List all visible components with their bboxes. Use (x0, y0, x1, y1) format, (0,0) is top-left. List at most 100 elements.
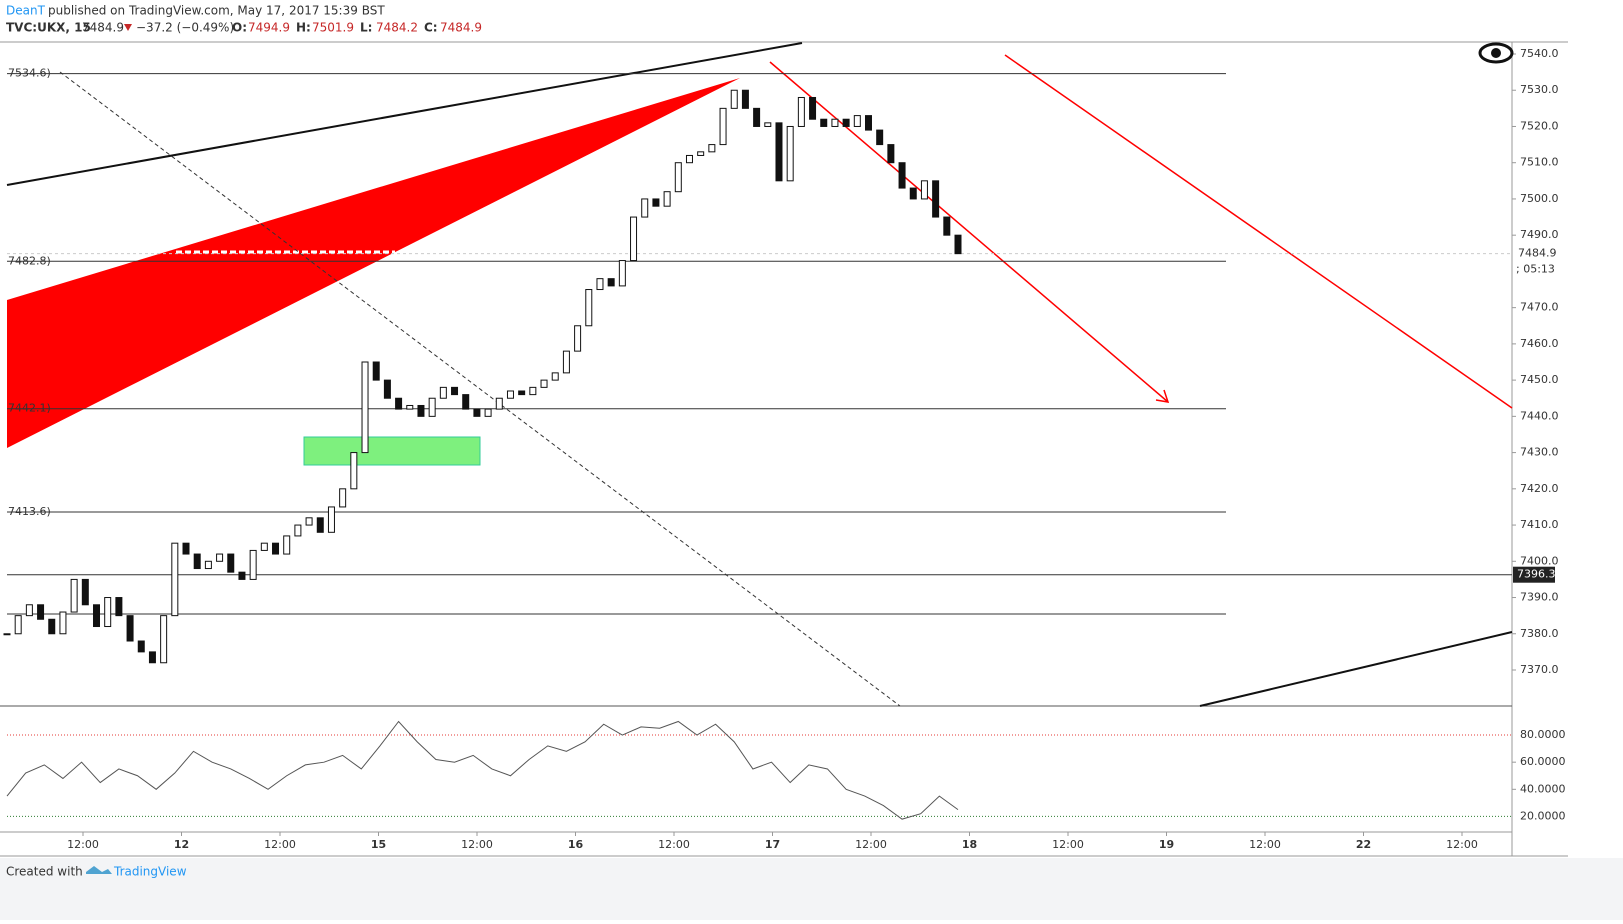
candle (943, 216, 951, 236)
candle (574, 325, 582, 352)
candle (741, 89, 749, 109)
candle (685, 154, 693, 164)
candle (887, 144, 895, 164)
candle (350, 452, 358, 490)
candle (316, 517, 324, 533)
candle (529, 386, 537, 396)
trend-dashed (59, 71, 901, 707)
y-tick-label: 7390.0 (1520, 591, 1559, 604)
candle (618, 260, 626, 287)
candle (249, 549, 257, 580)
x-tick-label: 18 (962, 838, 977, 851)
candle (327, 506, 335, 533)
ohlc-value: 7484.2 (376, 21, 418, 35)
rsi-line (6, 720, 959, 820)
candle (551, 372, 559, 381)
candle (809, 96, 817, 120)
candle (260, 542, 268, 551)
ohlc-key: C: (424, 21, 438, 35)
ohlc-key: O: (232, 21, 247, 35)
y-tick-label: 7380.0 (1520, 627, 1559, 640)
candle (506, 390, 514, 399)
candle (428, 397, 436, 417)
candle (305, 517, 313, 526)
candle (495, 397, 503, 410)
x-tick-label: 19 (1159, 838, 1174, 851)
level-label: 7396.3 (1517, 568, 1556, 581)
y-tick-label: 7490.0 (1520, 228, 1559, 241)
candle (876, 129, 884, 146)
candle (395, 397, 403, 410)
candle (596, 278, 604, 291)
y-tick-label: 7460.0 (1520, 337, 1559, 350)
ohlc-key: H: (296, 21, 311, 35)
candle (630, 216, 638, 262)
candle (518, 390, 526, 396)
green-zone (303, 436, 481, 466)
footer-brand: TradingView (113, 865, 187, 879)
candle (909, 187, 917, 200)
candle (204, 560, 212, 570)
candle (864, 115, 872, 131)
y-tick-label: 7470.0 (1520, 301, 1559, 314)
price: 7484.9 (82, 21, 124, 35)
logo (86, 866, 112, 874)
y-tick-label: 7430.0 (1520, 446, 1559, 459)
level-label: 7413.6) (8, 505, 51, 518)
candle (81, 578, 89, 606)
candle (786, 125, 794, 182)
candle (719, 107, 727, 146)
rsi-tick-label: 20.0000 (1520, 809, 1566, 822)
ohlc: O: 7494.9 H: 7501.9 L: 7484.2 C: 7484.9 (232, 21, 482, 35)
y-tick-label: 7500.0 (1520, 192, 1559, 205)
red-arrow (769, 61, 1169, 403)
candle (451, 386, 459, 396)
red-channel (1004, 54, 1513, 409)
x-tick-label: 12:00 (264, 838, 296, 851)
candle (697, 151, 705, 156)
candle (764, 122, 772, 127)
candle (540, 379, 548, 388)
level-label: 7534.6) (8, 67, 51, 80)
candle (238, 571, 246, 580)
candle (294, 524, 302, 537)
trend-black (6, 42, 803, 186)
candle (59, 611, 67, 635)
plot: 7540.0 7530.0 7520.0 7510.0 7500.0 7490.0 7470… (0, 41, 1568, 857)
x-tick-label: 12:00 (658, 838, 690, 851)
arrow-head (1155, 389, 1170, 403)
candle (820, 118, 828, 127)
candle (920, 180, 928, 200)
candle (160, 615, 168, 664)
candle (775, 122, 783, 182)
candle (3, 633, 11, 636)
ohlc-value: 7484.9 (440, 21, 482, 35)
candle (439, 386, 447, 399)
candle (562, 350, 570, 374)
x-tick-label: 12:00 (1446, 838, 1478, 851)
candle (25, 604, 33, 617)
candle (753, 107, 761, 127)
candle (954, 234, 962, 255)
published: published on TradingView.com, May 17, 20… (48, 4, 385, 18)
x-tick-label: 12 (174, 838, 189, 851)
candle (585, 289, 593, 327)
last-price: 7484.9 (1518, 247, 1557, 260)
candle (37, 604, 45, 620)
y-tick-label: 7510.0 (1520, 156, 1559, 169)
x-tick-label: 16 (568, 838, 584, 851)
y-tick-label: 7440.0 (1520, 409, 1559, 422)
candle (372, 361, 380, 381)
candle (797, 96, 805, 127)
candle (227, 553, 235, 573)
candle (462, 394, 470, 410)
y-tick-label: 7410.0 (1520, 518, 1559, 531)
candle (383, 379, 391, 399)
candle (473, 408, 481, 417)
ohlc-key: L: (360, 21, 372, 35)
candle (171, 542, 179, 617)
x-tick-label: 22 (1356, 838, 1371, 851)
